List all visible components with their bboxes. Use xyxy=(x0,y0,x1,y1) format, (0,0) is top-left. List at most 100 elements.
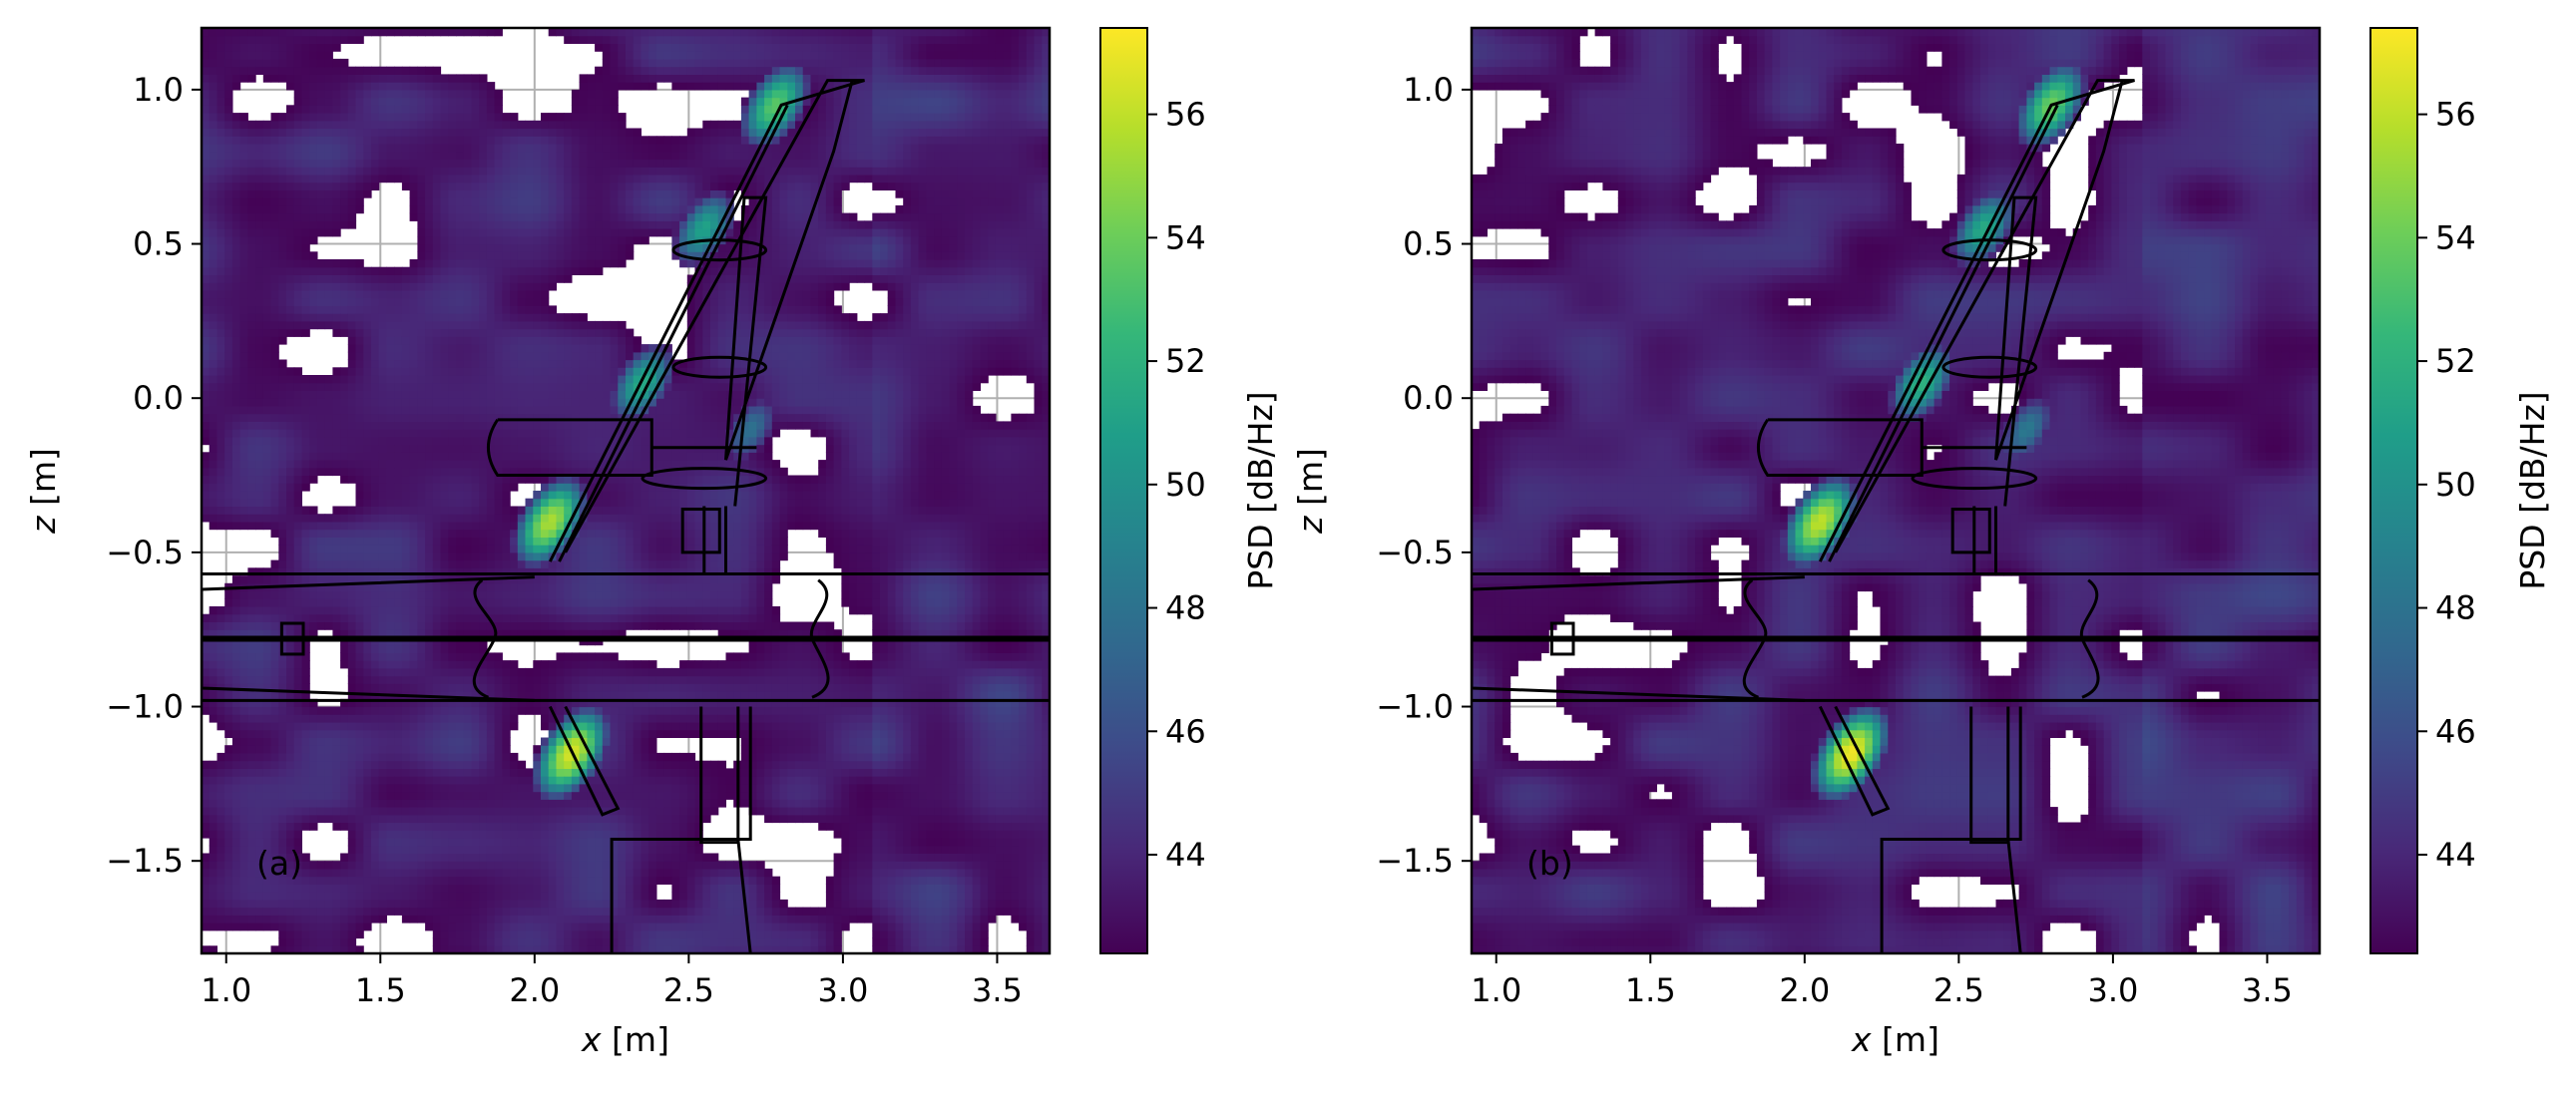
heatmap-cell xyxy=(486,845,496,854)
heatmap-cell xyxy=(347,28,357,37)
heatmap-cell xyxy=(231,144,241,153)
heatmap-cell xyxy=(541,289,550,299)
heatmap-cell xyxy=(301,243,310,252)
heatmap-cell xyxy=(517,398,527,407)
heatmap-cell xyxy=(394,297,403,306)
heatmap-cell xyxy=(409,529,418,538)
heatmap-cell xyxy=(378,559,387,568)
heatmap-cell xyxy=(394,667,403,677)
heatmap-cell xyxy=(517,506,527,515)
heatmap-cell xyxy=(409,421,418,430)
heatmap-cell xyxy=(394,776,403,785)
heatmap-cell xyxy=(371,359,380,368)
heatmap-cell xyxy=(448,621,457,630)
heatmap-cell xyxy=(463,814,472,824)
heatmap-cell xyxy=(378,861,387,870)
heatmap-cell xyxy=(386,667,395,677)
heatmap-cell xyxy=(502,582,511,592)
heatmap-cell xyxy=(340,706,349,715)
heatmap-cell xyxy=(270,197,279,206)
heatmap-cell xyxy=(216,853,225,862)
heatmap-cell xyxy=(432,460,442,469)
heatmap-cell xyxy=(270,598,279,607)
heatmap-cell xyxy=(224,606,233,615)
heatmap-cell xyxy=(262,460,272,469)
heatmap-cell xyxy=(502,783,511,793)
heatmap-cell xyxy=(401,475,411,484)
heatmap-cell xyxy=(363,582,372,592)
heatmap-cell xyxy=(386,359,395,368)
heatmap-cell xyxy=(209,182,217,190)
heatmap-cell xyxy=(541,529,550,538)
heatmap-cell xyxy=(293,382,302,391)
heatmap-cell xyxy=(448,382,457,391)
heatmap-cell xyxy=(278,498,287,507)
heatmap-cell xyxy=(270,590,279,599)
heatmap-cell xyxy=(386,745,395,754)
heatmap-cell xyxy=(541,521,550,531)
heatmap-cell xyxy=(440,197,449,206)
heatmap-cell xyxy=(525,506,534,515)
heatmap-cell xyxy=(456,667,465,677)
heatmap-cell xyxy=(378,105,387,114)
heatmap-cell xyxy=(216,243,225,252)
heatmap-cell xyxy=(293,537,302,546)
heatmap-cell xyxy=(247,405,256,415)
heatmap-cell xyxy=(371,675,380,684)
heatmap-cell xyxy=(471,691,480,700)
heatmap-cell xyxy=(286,120,295,130)
heatmap-cell xyxy=(255,58,264,68)
heatmap-cell xyxy=(409,305,418,314)
heatmap-cell xyxy=(309,783,318,793)
heatmap-cell xyxy=(486,259,496,268)
heatmap-cell xyxy=(486,537,496,546)
heatmap-cell xyxy=(293,598,302,607)
heatmap-cell xyxy=(363,289,372,299)
heatmap-cell xyxy=(548,452,557,461)
heatmap-cell xyxy=(316,313,326,322)
heatmap-cell xyxy=(541,189,550,198)
heatmap-cell xyxy=(417,621,426,630)
heatmap-cell xyxy=(363,915,372,923)
heatmap-cell xyxy=(448,613,457,622)
heatmap-cell xyxy=(448,97,457,106)
heatmap-cell xyxy=(486,737,496,746)
heatmap-cell xyxy=(486,667,496,677)
heatmap-cell xyxy=(448,89,457,99)
heatmap-cell xyxy=(363,266,372,275)
heatmap-cell xyxy=(355,552,364,561)
heatmap-cell xyxy=(525,552,534,561)
heatmap-cell xyxy=(440,598,449,607)
heatmap-cell xyxy=(316,289,326,299)
heatmap-cell xyxy=(216,776,225,785)
heatmap-cell xyxy=(510,197,519,206)
heatmap-cell xyxy=(548,698,557,708)
heatmap-cell xyxy=(378,729,387,738)
heatmap-cell xyxy=(332,552,341,561)
heatmap-cell xyxy=(247,390,256,399)
heatmap-cell xyxy=(255,899,264,909)
heatmap-cell xyxy=(409,559,418,568)
heatmap-cell xyxy=(209,483,217,492)
heatmap-cell xyxy=(502,243,511,252)
heatmap-cell xyxy=(386,174,395,184)
heatmap-cell xyxy=(332,220,341,229)
heatmap-cell xyxy=(456,144,465,153)
heatmap-cell xyxy=(486,945,496,953)
heatmap-cell xyxy=(556,752,565,762)
heatmap-cell xyxy=(541,830,550,839)
heatmap-cell xyxy=(548,151,557,160)
heatmap-cell xyxy=(202,35,211,44)
heatmap-cell xyxy=(316,128,326,137)
heatmap-cell xyxy=(440,590,449,599)
heatmap-cell xyxy=(517,567,527,576)
heatmap-cell xyxy=(425,282,434,291)
heatmap-cell xyxy=(255,120,264,130)
heatmap-cell xyxy=(262,660,272,669)
heatmap-cell xyxy=(255,737,264,746)
heatmap-cell xyxy=(347,783,357,793)
heatmap-cell xyxy=(293,483,302,492)
heatmap-cell xyxy=(533,868,542,878)
heatmap-cell xyxy=(324,745,333,754)
heatmap-cell xyxy=(202,783,211,793)
